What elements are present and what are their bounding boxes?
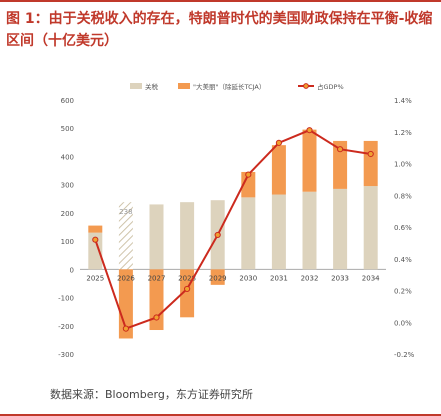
- legend-swatch-tariff: [130, 83, 142, 89]
- right-axis-tick-label: 0.6%: [394, 224, 412, 232]
- left-axis-tick-label: -200: [58, 323, 74, 331]
- top-rule: [0, 0, 441, 2]
- tariff-bar: [180, 202, 195, 270]
- left-axis-tick-label: 600: [61, 97, 74, 105]
- x-axis-tick-label: 2030: [239, 274, 257, 282]
- gdp-share-point: [306, 127, 313, 134]
- right-axis-tick-label: 0.4%: [394, 256, 412, 264]
- x-axis-tick-label: 2026: [117, 274, 135, 282]
- tariff-bar: [333, 188, 348, 270]
- tariff-bar: [302, 191, 317, 270]
- tariff-bar: [363, 186, 378, 270]
- gdp-share-point: [214, 231, 221, 239]
- right-axis-tick-label: 1.2%: [394, 129, 412, 137]
- axes: 600 500 400 300 200 100 0 -100 -200 -300 1.4% 1.2% 1…: [58, 97, 415, 359]
- gdp-share-point: [275, 139, 282, 146]
- chart-title: 图 1：由于关税收入的存在，特朗普时代的美国财政保持在平衡-收缩区间（十亿美元）: [6, 11, 433, 49]
- left-axis-tick-label: 0: [70, 266, 74, 274]
- x-axis-tick-label: 2033: [331, 274, 349, 282]
- left-axis-tick-label: 100: [61, 238, 74, 246]
- gdp-share-point: [245, 171, 252, 178]
- source-note: 数据来源：Bloomberg，东方证券研究所: [50, 388, 253, 401]
- bottom-rule: [0, 414, 441, 416]
- legend: 关税 "大美丽"（除延长TCJA） 占GDP%: [130, 82, 344, 91]
- tariff-bar: [241, 197, 256, 270]
- legend-label-tariff: 关税: [145, 82, 159, 91]
- tariff-bar: [88, 232, 103, 270]
- x-axis-tick-label: 2025: [86, 274, 104, 282]
- x-axis-tick-label: 2027: [148, 274, 166, 282]
- x-axis-tick-label: 2034: [362, 274, 380, 282]
- big-beautiful-bar: [88, 225, 103, 233]
- data-label: 238: [119, 208, 132, 216]
- gdp-share-point: [92, 236, 99, 243]
- right-axis-tick-label: 0.2%: [394, 288, 412, 296]
- gdp-share-point: [337, 146, 344, 153]
- tariff-bar: [118, 202, 133, 270]
- big-beautiful-bar: [271, 145, 286, 195]
- big-beautiful-bar: [363, 140, 378, 187]
- big-beautiful-bar: [210, 269, 225, 285]
- left-axis-tick-label: 300: [61, 182, 74, 190]
- gdp-share-point: [122, 325, 130, 332]
- bars: 238: [88, 129, 378, 339]
- gdp-share-point: [153, 314, 160, 321]
- gdp-share-line: [94, 129, 371, 330]
- big-beautiful-bar: [333, 140, 348, 189]
- right-axis-tick-label: -0.2%: [394, 351, 415, 359]
- right-axis-tick-label: 1.0%: [394, 161, 412, 169]
- left-axis-tick-label: 400: [61, 153, 74, 161]
- gdp-share-point: [367, 150, 374, 158]
- x-axis-tick-label: 2032: [301, 274, 319, 282]
- tariff-bar: [149, 204, 164, 270]
- right-axis-tick-label: 0.8%: [394, 192, 412, 200]
- left-axis-tick-label: -100: [58, 295, 74, 303]
- legend-label-gdp: 占GDP%: [317, 82, 344, 91]
- legend-swatch-gdp-point: [303, 83, 309, 89]
- x-axis-tick-label: 2029: [209, 274, 227, 282]
- right-axis-tick-label: 0.0%: [394, 319, 412, 327]
- x-axis-tick-label: 2031: [270, 274, 288, 282]
- tariff-bar: [271, 194, 286, 270]
- gdp-share-point: [184, 285, 191, 293]
- left-axis-tick-label: 200: [61, 210, 74, 218]
- left-axis-tick-label: 500: [61, 125, 74, 133]
- right-axis-tick-label: 1.4%: [394, 97, 412, 105]
- left-axis-tick-label: -300: [58, 351, 74, 359]
- legend-swatch-big-beautiful: [178, 83, 190, 89]
- x-axis-tick-label: 2028: [178, 274, 196, 282]
- big-beautiful-bar: [302, 129, 317, 192]
- legend-label-big-beautiful: "大美丽"（除延长TCJA）: [193, 82, 265, 91]
- gdp-line: [92, 127, 374, 332]
- big-beautiful-bar: [241, 171, 256, 198]
